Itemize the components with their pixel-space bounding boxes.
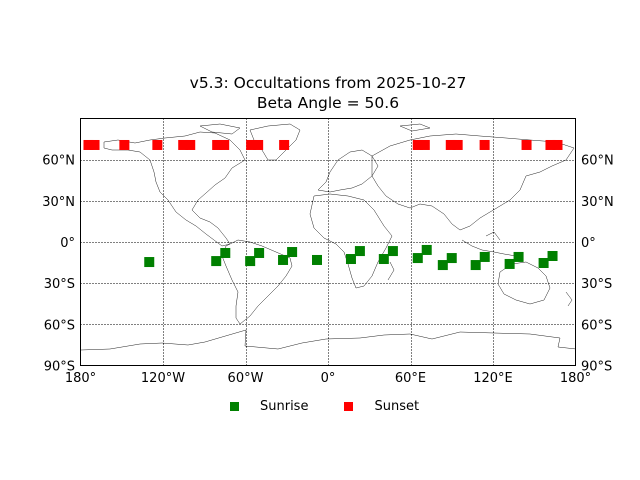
sunset-marker (445, 139, 456, 150)
sunset-marker (279, 139, 290, 150)
y-tick-label-right: 0° (581, 236, 596, 251)
sunrise-marker (470, 260, 481, 271)
x-tick-label: 120°E (473, 371, 513, 386)
x-tick-label: 180° (65, 371, 96, 386)
legend-item-sunrise: Sunrise (230, 399, 308, 414)
sunrise-marker (220, 247, 231, 258)
y-tick-label-right: 30°S (581, 277, 612, 292)
sunset-square-icon (344, 402, 354, 411)
sunset-marker (152, 139, 163, 150)
sunrise-marker (479, 251, 490, 262)
axis-tick-labels: 180° 120°W 60°W 0° 60°E 120°E 180°90°S 90°S60°S… (42, 154, 614, 386)
sunrise-marker (345, 254, 356, 265)
y-tick-label-right: 60°N (581, 154, 614, 169)
sunrise-marker (354, 246, 365, 257)
legend-item-sunset: Sunset (344, 399, 419, 414)
sunset-marker (412, 139, 423, 150)
x-tick-label: 60°W (228, 371, 264, 386)
sunset-marker (246, 139, 257, 150)
y-tick-label-left: 60°N (42, 154, 75, 169)
sunrise-marker (387, 246, 398, 257)
y-tick-label-left: 60°S (44, 318, 75, 333)
sunset-marker (419, 139, 430, 150)
chart-title: v5.3: Occultations from 2025-10-27 (189, 74, 467, 92)
legend-label-sunset: Sunset (374, 399, 420, 414)
sunrise-marker (513, 251, 524, 262)
sunset-marker (521, 139, 532, 150)
x-tick-label: 180° (560, 371, 591, 386)
x-tick-label: 0° (321, 371, 336, 386)
y-tick-label-left: 0° (60, 236, 75, 251)
sunrise-marker (538, 257, 549, 268)
sunset-marker (253, 139, 264, 150)
y-tick-label-right: 90°S (581, 360, 612, 375)
chart-subtitle: Beta Angle = 50.6 (256, 94, 400, 112)
y-tick-label-left: 90°S (44, 360, 75, 375)
sunset-marker (185, 139, 196, 150)
sunrise-marker (254, 247, 265, 258)
occultation-markers (83, 139, 563, 271)
sunrise-marker (504, 258, 515, 269)
sunrise-marker (446, 253, 457, 264)
sunrise-marker (378, 254, 389, 265)
sunrise-marker (437, 260, 448, 271)
y-tick-label-left: 30°S (44, 277, 75, 292)
legend-label-sunrise: Sunrise (260, 399, 309, 414)
x-tick-label: 120°W (141, 371, 185, 386)
y-tick-label-left: 30°N (42, 195, 75, 210)
sunrise-marker (211, 256, 222, 267)
map-frame (80, 118, 576, 366)
sunset-marker (479, 139, 490, 150)
sunset-marker (545, 139, 556, 150)
sunset-marker (83, 139, 94, 150)
sunrise-marker (144, 257, 155, 268)
sunrise-marker (287, 247, 298, 258)
sunset-marker (452, 139, 463, 150)
sunset-marker (89, 139, 100, 150)
sunrise-marker (547, 250, 558, 261)
sunset-marker (552, 139, 563, 150)
y-tick-label-right: 30°N (581, 195, 614, 210)
sunrise-marker (312, 254, 322, 265)
sunset-marker (178, 139, 189, 150)
sunrise-marker (421, 244, 432, 255)
sunrise-square-icon (230, 402, 239, 411)
sunrise-marker (412, 253, 423, 264)
y-tick-label-right: 60°S (581, 318, 612, 333)
sunrise-marker (278, 254, 289, 265)
sunset-marker (219, 139, 230, 150)
sunrise-marker (245, 256, 256, 267)
x-tick-label: 60°E (395, 371, 426, 386)
sunset-marker (212, 139, 223, 150)
legend: Sunrise Sunset (230, 399, 455, 414)
graticule (80, 118, 576, 366)
sunset-marker (119, 139, 130, 150)
